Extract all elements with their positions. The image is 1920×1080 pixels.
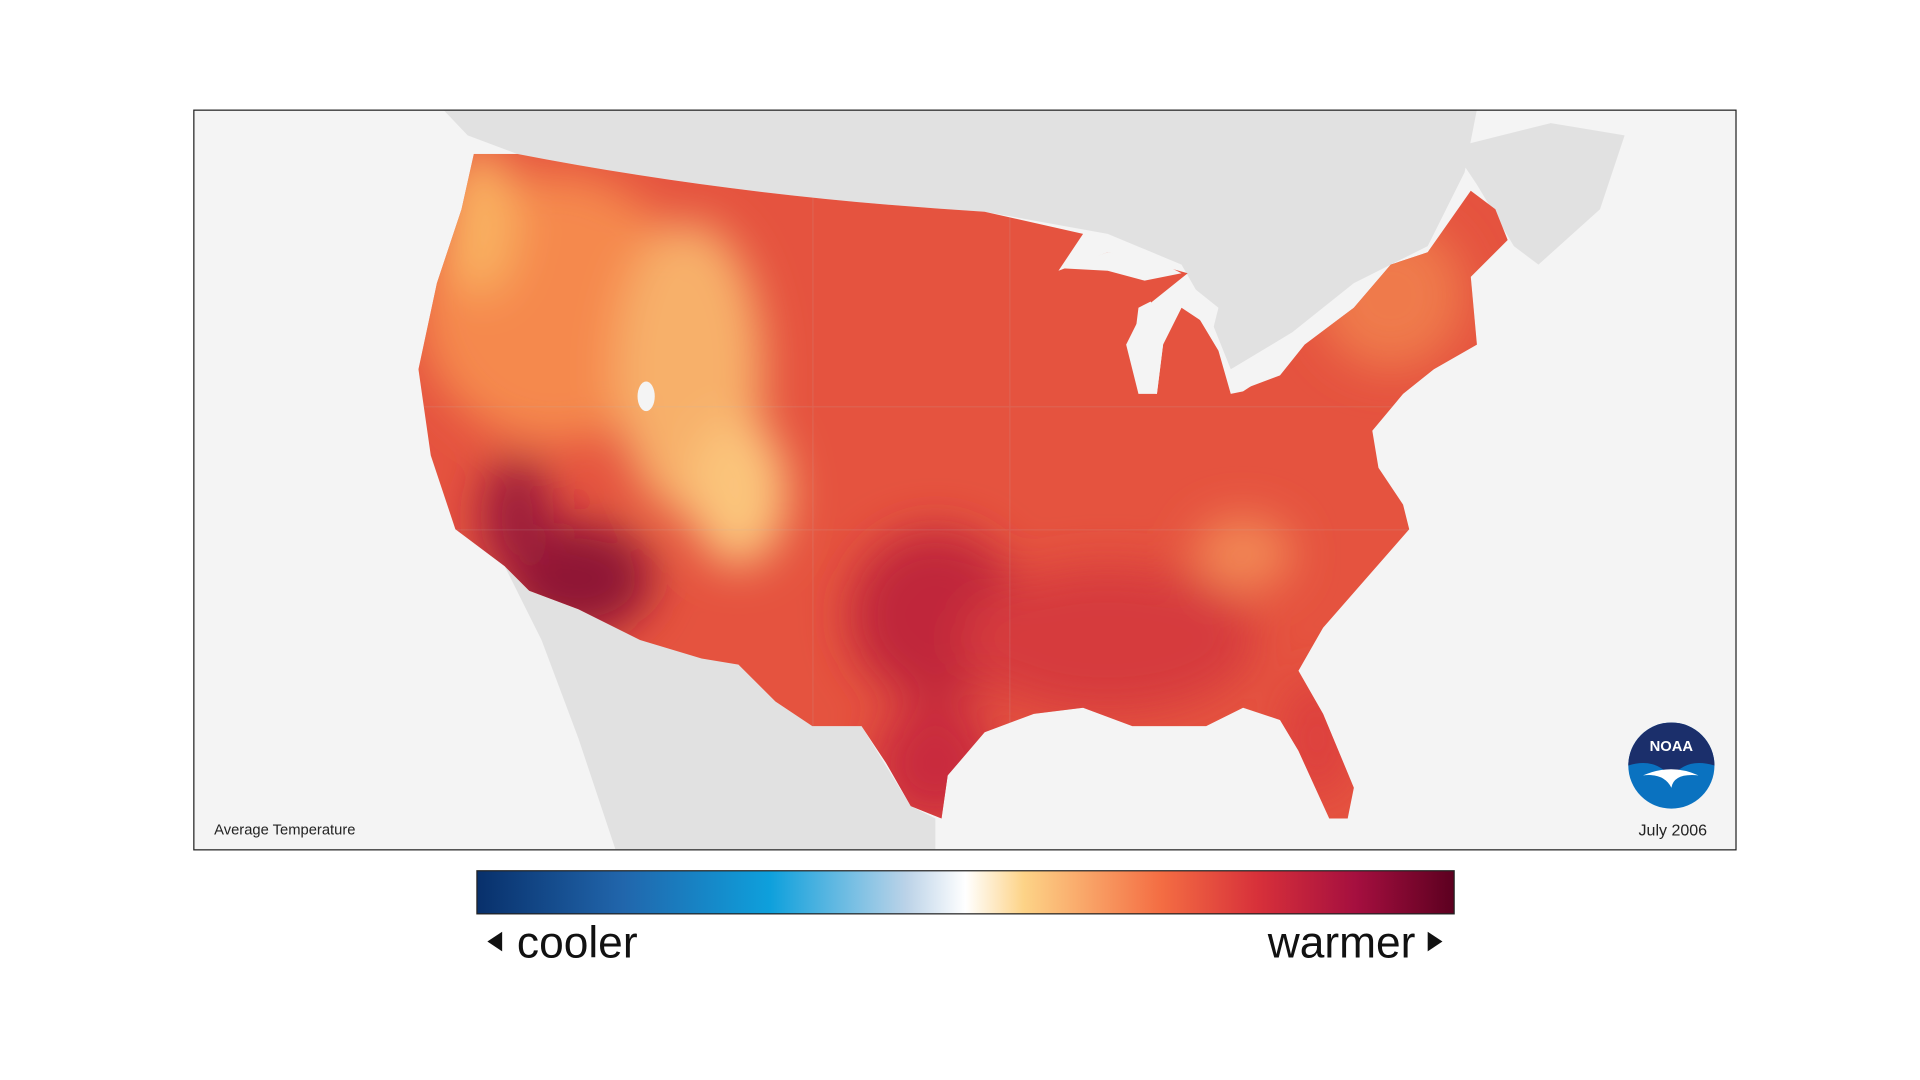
map-date: July 2006 — [1639, 823, 1708, 840]
state-borders — [418, 184, 1508, 739]
logo-gull — [1643, 769, 1699, 788]
cooler-label: cooler — [517, 919, 638, 968]
map-panel: Average Temperature July 2006 NOAA — [193, 109, 1736, 850]
mexico — [504, 566, 936, 850]
canada — [443, 109, 1477, 370]
cooler-arrow — [487, 931, 503, 952]
warmer-label: warmer — [1267, 919, 1416, 968]
map-frame — [193, 109, 1737, 851]
logo-text: NOAA — [1650, 739, 1694, 755]
noaa-logo: NOAA — [1628, 722, 1715, 809]
canada-east — [1452, 123, 1625, 265]
great-lakes — [637, 252, 1305, 412]
map-title: Average Temperature — [214, 822, 355, 838]
temperature-variation — [418, 153, 1465, 819]
warmer-arrow — [1427, 931, 1443, 952]
colorbar — [476, 870, 1455, 915]
logo-top — [1628, 722, 1715, 778]
